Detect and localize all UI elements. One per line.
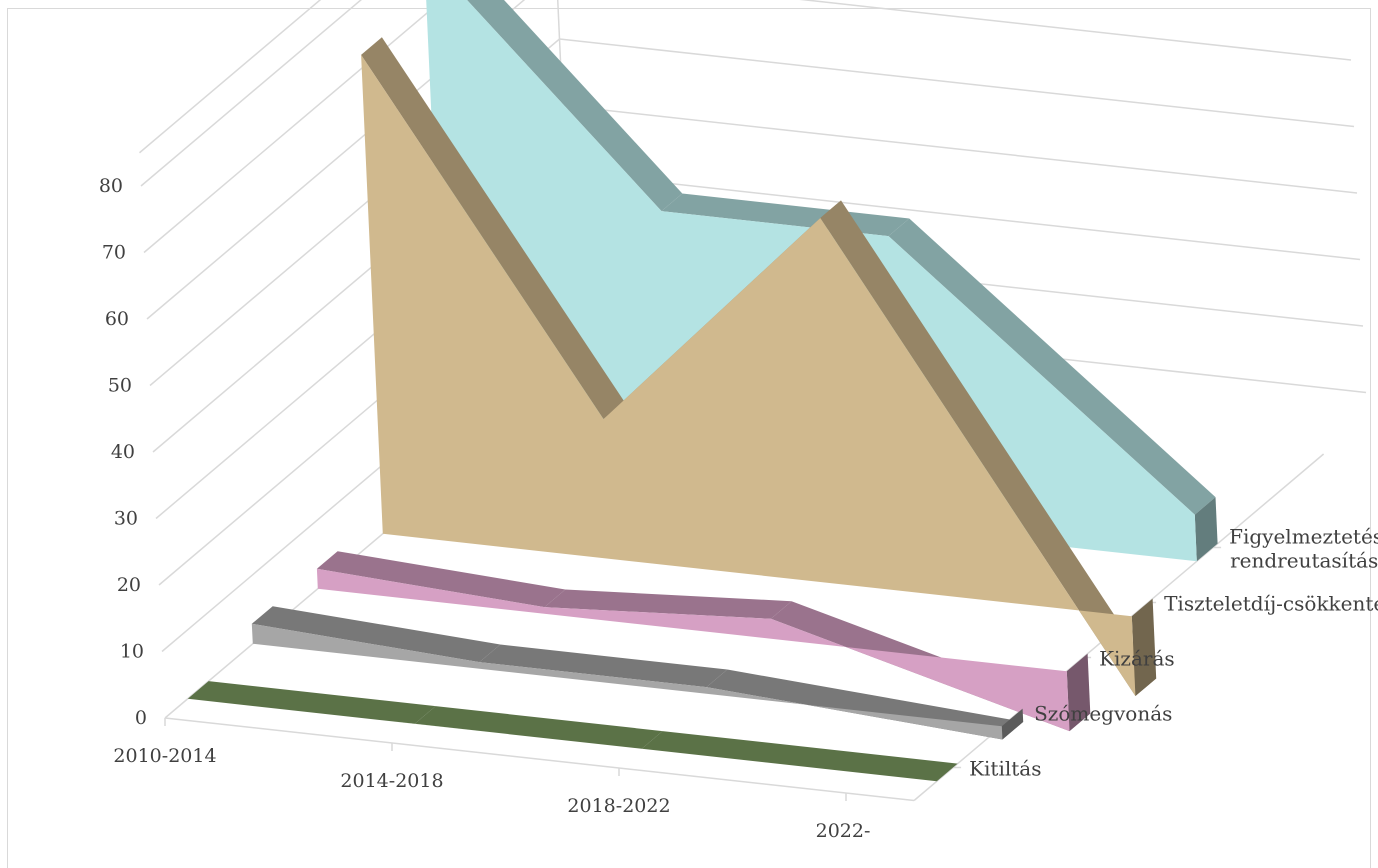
series-top-surface	[316, 551, 566, 608]
value-tick-label: 0	[135, 707, 147, 729]
category-axis-line	[164, 717, 915, 802]
series-front-face	[361, 54, 1136, 696]
series-sz-megvon-s	[251, 606, 1024, 740]
series-top-surface	[820, 200, 1157, 696]
series-kitilt-s	[187, 681, 958, 782]
series-label-line: Kizárás	[1099, 647, 1175, 671]
series-label-line: rendreutasítás	[1230, 549, 1378, 573]
category-label: 2022-	[816, 820, 871, 842]
side-wall-gridline	[140, 0, 362, 187]
series-end-cap	[1194, 497, 1218, 562]
series-label-line: Figyelmeztetés,	[1229, 525, 1378, 549]
series-layer	[187, 0, 1218, 782]
back-wall-gridline	[562, 104, 1358, 194]
side-wall-gridline	[143, 0, 444, 254]
category-label: 2010-2014	[113, 745, 216, 767]
series-front-face	[187, 698, 937, 782]
value-tick-label: 70	[102, 242, 126, 264]
back-wall-gridline	[559, 38, 1355, 128]
series-label: Kitiltás	[969, 757, 1041, 781]
series-top-surface	[414, 706, 663, 749]
back-wall-gridline	[799, 0, 1352, 61]
value-tick-label: 50	[108, 375, 132, 397]
series-kiz-r-s	[316, 551, 1091, 732]
value-tick-label: 80	[99, 175, 123, 197]
series-top-surface	[888, 218, 1216, 515]
series-top-surface	[641, 731, 958, 782]
series-top-surface	[187, 681, 436, 724]
series-label-line: Szómegvonás	[1034, 702, 1172, 726]
series-label: Figyelmeztetés, rendreutasítás	[1229, 525, 1378, 573]
value-tick-label: 30	[114, 508, 138, 530]
value-tick-label: 60	[105, 308, 129, 330]
series-top-surface	[479, 644, 728, 688]
series-tiszteletd-j-cs-kkent-s	[361, 37, 1157, 696]
series-top-surface	[361, 37, 625, 420]
value-tick-label: 40	[111, 441, 135, 463]
back-wall-gridline	[565, 171, 1361, 261]
value-tick-label: 10	[120, 641, 144, 663]
series-end-cap	[1001, 708, 1024, 740]
series-top-surface	[251, 606, 501, 663]
series-end-cap	[1066, 653, 1091, 732]
axis-labels: Figyelmeztetés, rendreutasítás Tiszteletdí…	[99, 175, 1378, 842]
series-label-line: Tiszteletdíj-csökkentés	[1164, 592, 1378, 616]
category-label: 2014-2018	[340, 770, 443, 792]
series-top-surface	[544, 589, 792, 619]
series-label-line: Kitiltás	[969, 757, 1041, 781]
category-label: 2018-2022	[567, 795, 670, 817]
series-end-cap	[1131, 598, 1157, 696]
series-front-face	[316, 568, 1070, 732]
series-label: Szómegvonás	[1034, 702, 1172, 726]
series-top-surface	[467, 0, 683, 212]
series-label: Tiszteletdíj-csökkentés	[1164, 592, 1378, 616]
series-front-face	[251, 623, 1003, 740]
side-wall-top-edge	[139, 0, 322, 154]
chart-frame	[7, 8, 1371, 868]
series-label: Kizárás	[1099, 647, 1175, 671]
value-tick-label: 20	[117, 574, 141, 596]
